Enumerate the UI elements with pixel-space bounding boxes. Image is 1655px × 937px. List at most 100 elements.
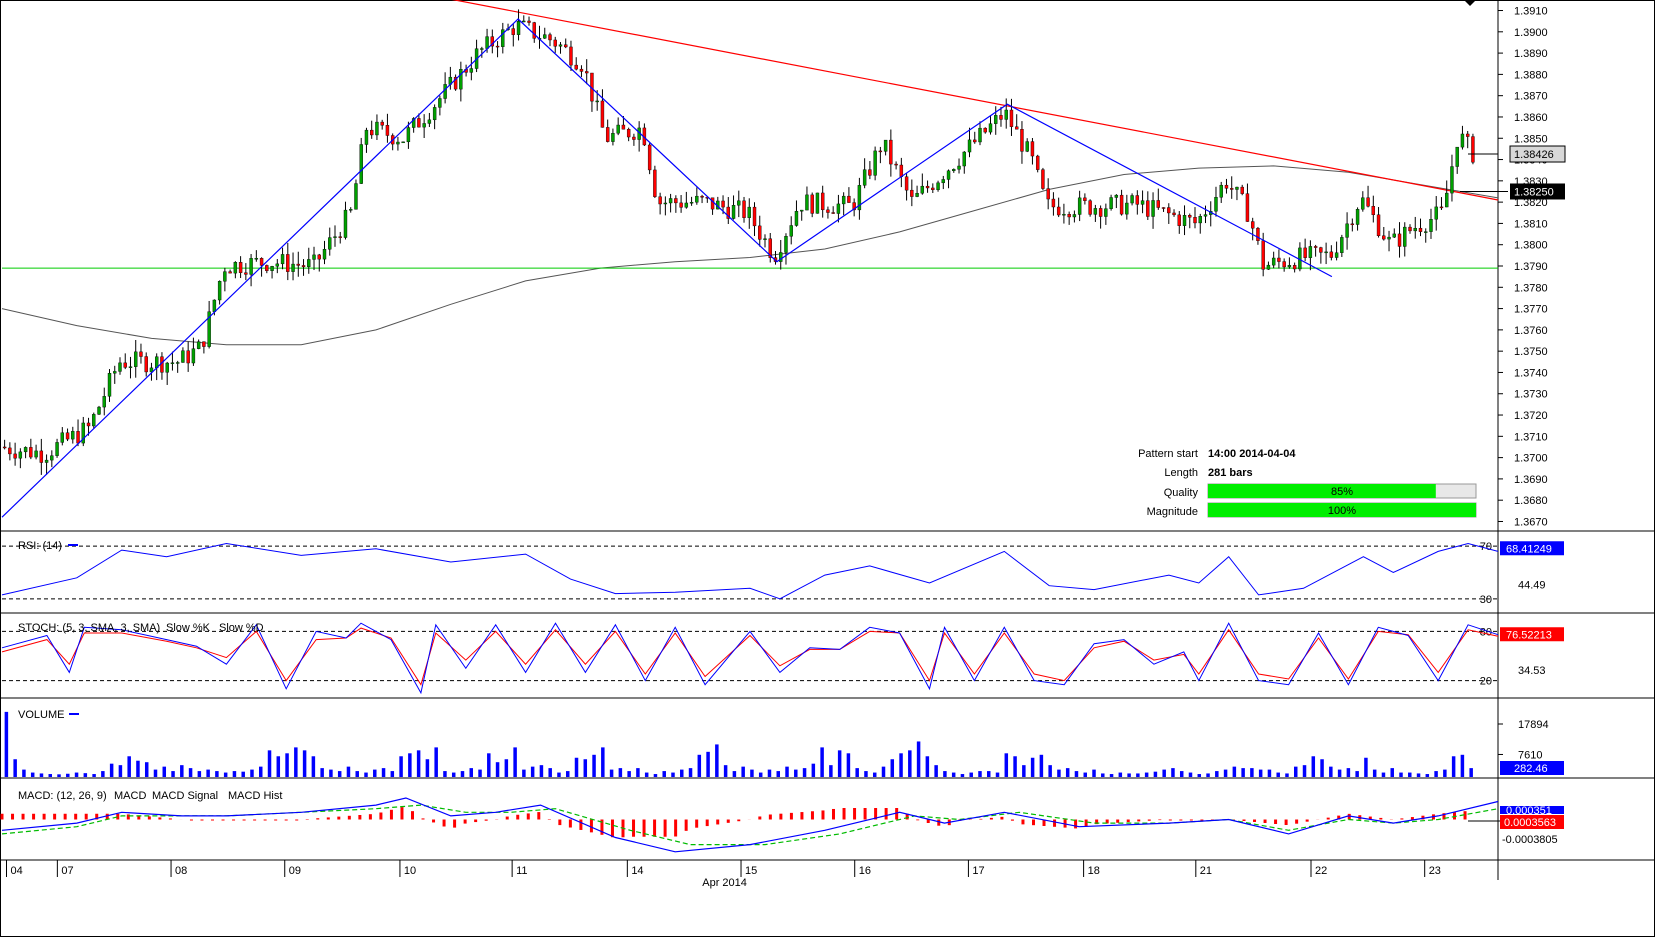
candle-body [1130,195,1134,204]
candle [1329,245,1334,261]
candle [1313,244,1318,257]
candle [873,146,877,181]
stoch-slow-k-line [1,622,1499,695]
candle-body [558,44,563,47]
candle [564,38,568,49]
candle [1455,146,1459,174]
candle [910,179,914,207]
price-tick-label: 1.3770 [1514,304,1548,316]
length-value: 281 bars [1208,467,1253,479]
candle [1235,186,1239,201]
candle [8,442,12,461]
candle [841,192,846,216]
candle-body [1319,247,1323,253]
candle [1209,201,1213,227]
candle [238,256,243,279]
candle [81,416,85,447]
candle-body [936,182,940,191]
x-day-label: 09 [289,865,301,877]
candle-body [1056,206,1061,216]
candle-body [878,150,883,153]
candle-body [60,432,65,443]
candle [1350,218,1355,232]
candle-body [1030,141,1035,157]
candle [1382,226,1386,241]
candle-body [1303,247,1307,258]
candle [1371,195,1376,223]
rsi-level-label: 30 [1480,594,1492,606]
candle [380,119,384,130]
candle-body [527,20,531,23]
candle [1397,222,1402,258]
candle [291,252,295,281]
candle-body [820,192,825,211]
candle-body [1429,219,1433,232]
candle [207,300,211,349]
rsi-panel[interactable]: 70 30 RSI: (14) 44.49 68.41249 [1,540,1564,606]
candle-body [1355,209,1360,225]
candle [396,136,400,151]
candle [123,353,127,370]
candle [1140,190,1145,214]
candle [60,427,65,446]
stoch-title: STOCH: (5, 3, SMA, 3, SMA) [18,622,160,634]
candle-body [1371,206,1376,216]
candle-body [731,205,736,219]
candle [34,444,38,460]
candle [663,196,668,216]
candle [883,139,888,156]
candle [495,41,500,58]
candle [1172,209,1176,217]
candle-body [244,272,248,275]
candle [474,39,479,73]
candle-body [1135,195,1140,205]
candle-body [1140,200,1145,205]
macd-panel[interactable]: MACD: (12, 26, 9) MACD MACD Signal MACD His… [0,790,1564,853]
rsi-current-value: 68.41249 [1506,543,1552,555]
candle [915,185,919,198]
candle [632,133,636,146]
candle-body [1445,192,1449,208]
candle [448,66,453,90]
candle [107,369,112,402]
candle [831,206,835,214]
candle-body [663,202,668,205]
candle [1182,205,1187,236]
candle [1334,241,1339,261]
candle [1151,192,1155,229]
candle-body [1125,202,1129,215]
candle-body [1104,208,1108,217]
candle [128,356,133,379]
candle [574,57,578,71]
candle-body [1403,226,1407,247]
candle-body [1471,136,1475,163]
candle-body [113,371,117,374]
candle [511,23,515,47]
candle [758,215,762,247]
candle-body [868,169,872,176]
candle [312,246,316,271]
candle-body [653,169,657,197]
candle-body [522,20,526,23]
candle [349,207,353,213]
candle-body [700,195,704,198]
candle [789,216,793,245]
candle-body [695,195,699,203]
stoch-level-label: 20 [1480,676,1492,688]
volume-panel[interactable]: 17894 7610 VOLUME 282.46 [4,709,1564,777]
price-panel[interactable]: 1.3910 1.3900 1.3890 1.3880 1.3870 1.3860 1.38… [1,0,1566,528]
candle-body [1329,251,1334,258]
candle [1250,217,1255,241]
scroll-arrow-icon[interactable] [1464,0,1476,6]
candle-body [1313,246,1318,248]
x-day-label: 21 [1200,865,1212,877]
candle [1046,178,1050,210]
candle-body [286,254,290,272]
candle-body [97,406,101,415]
candle-body [307,259,311,268]
candle [401,141,405,144]
candle [626,127,631,142]
candle-body [123,362,127,368]
